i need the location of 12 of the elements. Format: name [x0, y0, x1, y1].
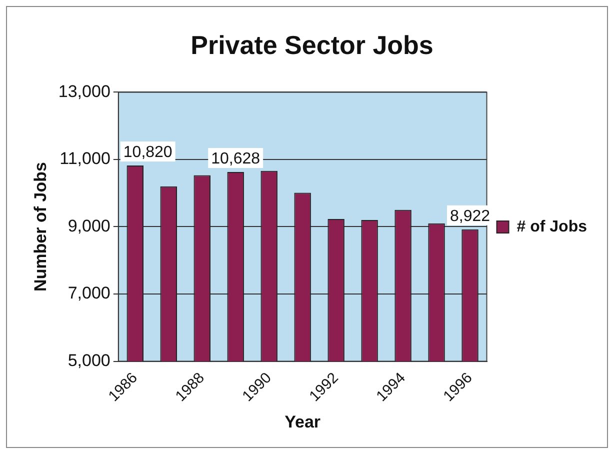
y-tick-label: 11,000 [60, 149, 110, 168]
data-label: 10,628 [211, 150, 260, 168]
y-tick-label: 13,000 [58, 82, 110, 101]
y-axis-title: Number of Jobs [30, 162, 50, 292]
chart-title: Private Sector Jobs [190, 30, 434, 60]
y-tick-label: 9,000 [68, 216, 110, 236]
data-label: 10,820 [123, 144, 172, 161]
y-tick-label: 7,000 [68, 284, 110, 303]
legend-label: # of Jobs [516, 218, 588, 236]
data-label: 8,922 [450, 208, 490, 225]
x-axis-title: Year [284, 412, 321, 432]
y-tick-label: 5,000 [68, 350, 110, 370]
